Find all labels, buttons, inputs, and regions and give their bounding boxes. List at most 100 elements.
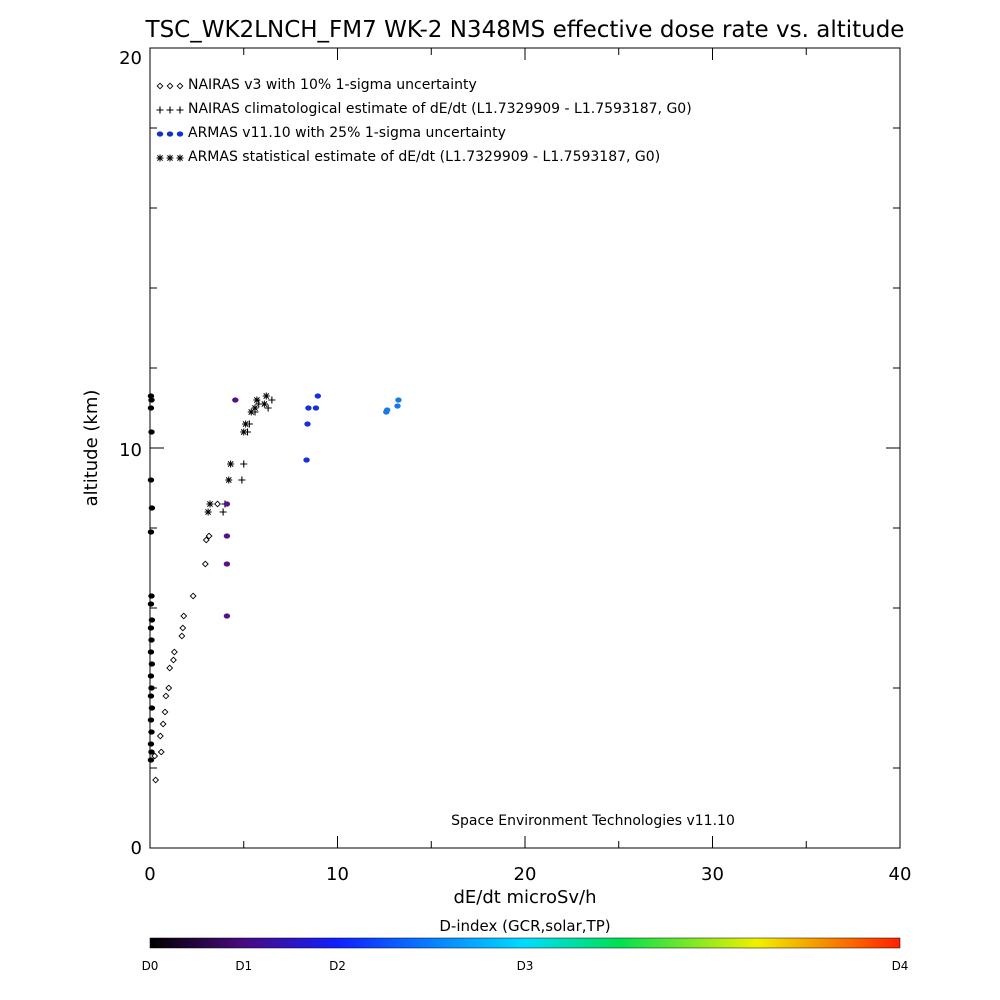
chart-title: TSC_WK2LNCH_FM7 WK-2 N348MS effective do… <box>145 17 905 43</box>
data-point-diamond <box>161 708 169 716</box>
legend-label: ARMAS statistical estimate of dE/dt (L1.… <box>188 149 660 165</box>
legend-glyph-dot <box>176 131 184 137</box>
data-point-dot <box>148 429 155 435</box>
legend-label: NAIRAS v3 with 10% 1-sigma uncertainty <box>188 77 477 93</box>
data-point-dot <box>148 749 155 755</box>
colorbar-ticks: D0 D1 D2 D3 D4 <box>142 959 909 973</box>
data-point-dot <box>147 693 155 699</box>
data-point-dot <box>232 397 239 403</box>
x-axis-label: dE/dt microSv/h <box>453 887 596 908</box>
data-points <box>147 392 402 784</box>
data-point-asterisk <box>204 508 212 516</box>
data-point-plus <box>219 508 227 516</box>
data-point-dot <box>147 649 155 655</box>
legend-glyph-asterisk <box>156 154 164 162</box>
data-point-diamond <box>201 560 209 568</box>
data-point-asterisk <box>251 404 259 412</box>
data-point-dot <box>148 729 155 735</box>
legend-marker-asterisk <box>156 154 184 162</box>
data-point-diamond <box>205 532 213 540</box>
data-point-dot <box>147 717 155 723</box>
data-point-asterisk <box>240 428 248 436</box>
legend-glyph-plus <box>156 106 164 114</box>
colorbar <box>149 937 901 949</box>
legend-glyph-diamond <box>176 82 184 90</box>
data-point-asterisk <box>247 408 255 416</box>
data-point-asterisk <box>206 500 214 508</box>
data-point-asterisk <box>262 392 270 400</box>
legend-glyph-dot <box>156 131 164 137</box>
data-point-dot <box>223 613 231 619</box>
data-point-dot <box>148 705 156 711</box>
data-point-dot <box>147 741 155 747</box>
data-point-asterisk <box>227 460 235 468</box>
legend: NAIRAS v3 with 10% 1-sigma uncertainty N… <box>156 77 692 165</box>
legend-glyph-dot <box>166 131 174 137</box>
colorbar-tick-label: D1 <box>235 959 252 973</box>
data-point-plus <box>264 404 272 412</box>
y-tick-label: 10 <box>119 440 142 461</box>
data-point-diamond <box>189 592 197 600</box>
data-point-diamond <box>156 732 164 740</box>
data-point-dot <box>147 393 155 399</box>
data-point-dot <box>147 529 155 535</box>
colorbar-tick-label: D2 <box>329 959 346 973</box>
legend-glyph-diamond <box>166 82 174 90</box>
data-point-dot <box>147 601 155 607</box>
legend-label: ARMAS v11.10 with 25% 1-sigma uncertaint… <box>188 125 506 141</box>
data-point-dot <box>383 407 391 413</box>
colorbar-tick-label: D0 <box>142 959 159 973</box>
x-tick-label: 40 <box>889 864 912 885</box>
legend-label: NAIRAS climatological estimate of dE/dt … <box>188 101 692 117</box>
x-tick-label: 0 <box>144 864 155 885</box>
data-point-diamond <box>202 536 210 544</box>
data-point-asterisk <box>260 400 268 408</box>
legend-marker-plus <box>156 106 184 114</box>
y-tick-label: 20 <box>119 48 142 69</box>
credit-annotation: Space Environment Technologies v11.10 <box>451 813 735 829</box>
data-point-asterisk <box>225 476 233 484</box>
data-point-diamond <box>157 748 165 756</box>
legend-glyph-diamond <box>156 82 164 90</box>
data-point-diamond <box>180 612 188 620</box>
data-point-diamond <box>151 752 159 760</box>
colorbar-title: D-index (GCR,solar,TP) <box>439 917 610 935</box>
legend-marker-diamond <box>156 82 184 90</box>
x-tick-label: 20 <box>514 864 537 885</box>
data-point-dot <box>148 661 156 667</box>
data-point-dot <box>148 593 155 599</box>
data-point-dot <box>314 393 322 399</box>
data-point-diamond <box>170 648 178 656</box>
data-point-diamond <box>165 684 173 692</box>
data-point-plus <box>268 396 276 404</box>
data-point-diamond <box>178 632 186 640</box>
legend-glyph-plus <box>176 106 184 114</box>
data-point-dot <box>305 405 312 411</box>
colorbar-tick-label: D3 <box>517 959 534 973</box>
y-tick-label: 0 <box>131 838 142 859</box>
data-point-dot <box>223 561 231 567</box>
legend-glyph-plus <box>166 106 174 114</box>
data-point-diamond <box>170 656 177 664</box>
data-point-asterisk <box>253 396 261 404</box>
data-point-plus <box>238 476 246 484</box>
data-point-dot <box>148 637 155 643</box>
legend-marker-dot <box>156 131 184 137</box>
plot-frame <box>149 47 901 849</box>
data-point-dot <box>148 617 156 623</box>
data-point-diamond <box>152 776 160 784</box>
data-point-diamond <box>214 500 221 508</box>
data-point-diamond <box>179 624 187 632</box>
data-point-dot <box>394 403 401 409</box>
y-axis-label: altitude (km) <box>81 390 102 507</box>
legend-glyph-asterisk <box>176 154 184 162</box>
data-point-dot <box>148 397 155 403</box>
data-point-plus <box>240 460 248 468</box>
data-point-asterisk <box>242 420 250 428</box>
data-point-dot <box>312 405 320 411</box>
data-point-dot <box>147 625 155 631</box>
data-point-diamond <box>166 664 174 672</box>
data-point-dot <box>223 501 231 507</box>
data-point-dot <box>147 477 155 483</box>
